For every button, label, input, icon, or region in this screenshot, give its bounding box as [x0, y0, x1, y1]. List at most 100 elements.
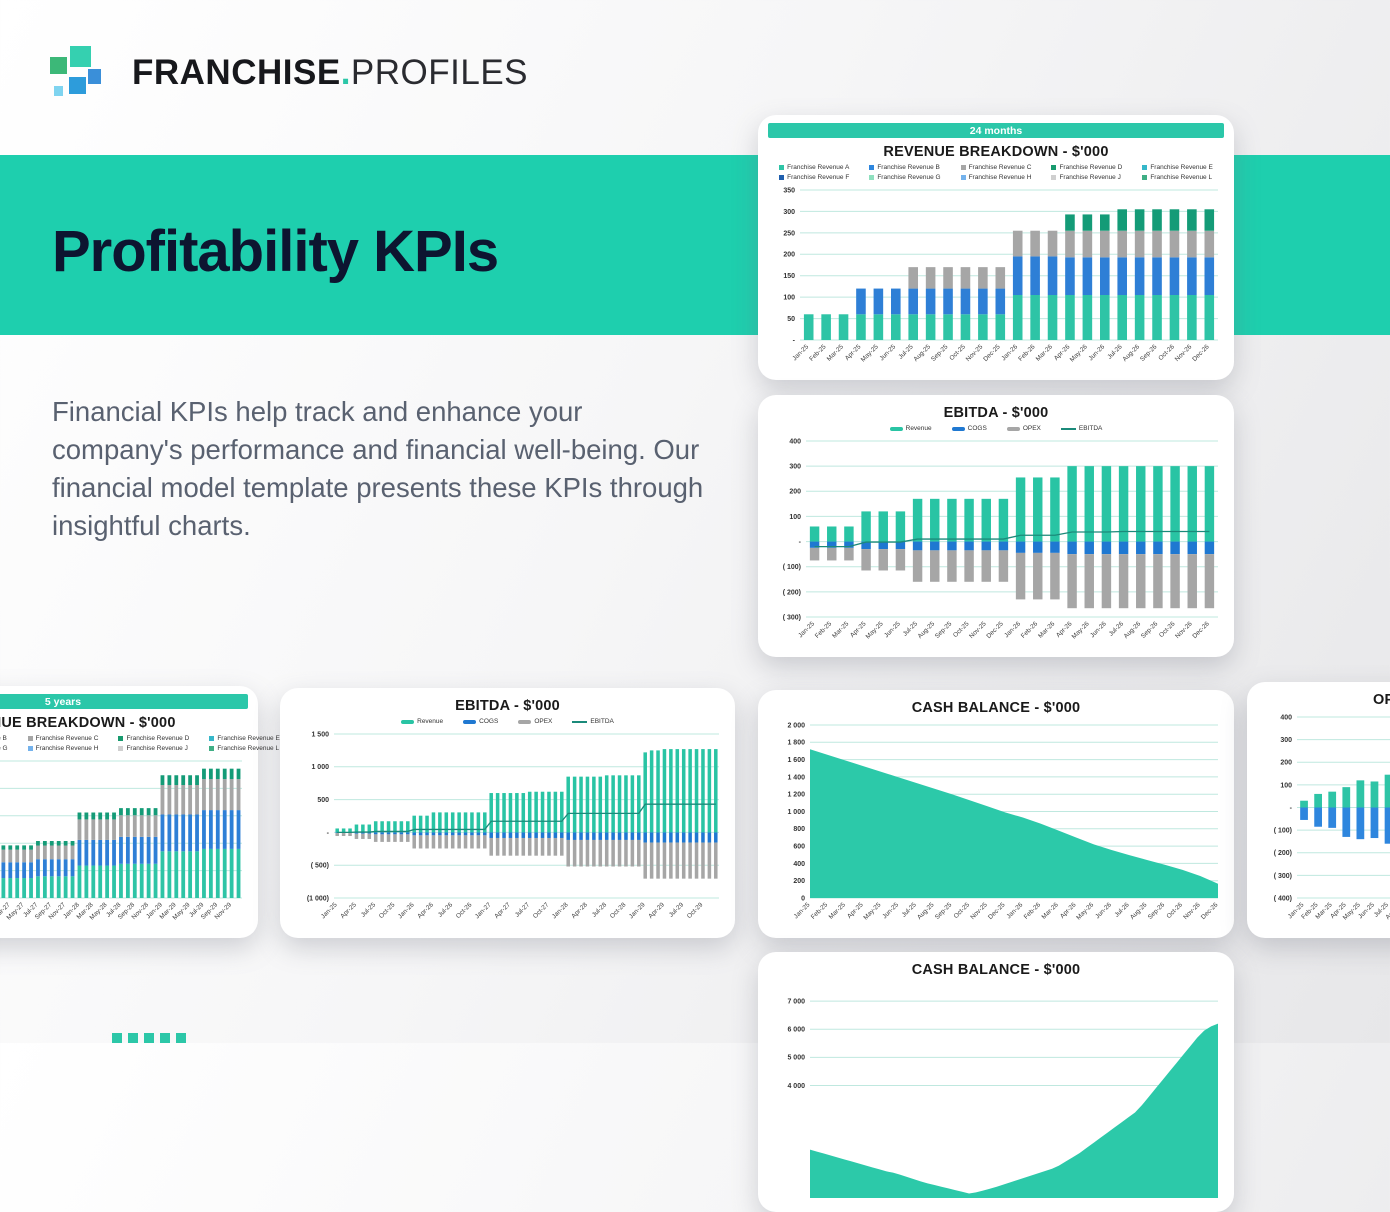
- legend-swatch: [960, 165, 966, 170]
- svg-text:Jan-25: Jan-25: [797, 620, 816, 639]
- svg-text:Nov-25: Nov-25: [968, 620, 988, 640]
- svg-text:( 200): ( 200): [1274, 850, 1292, 857]
- legend-swatch: [1060, 427, 1076, 430]
- svg-text:Oct-26: Oct-26: [455, 901, 474, 920]
- legend-swatch: [518, 719, 532, 724]
- svg-text:0: 0: [801, 895, 805, 902]
- svg-text:Apr-26: Apr-26: [416, 901, 435, 920]
- svg-text:May-25: May-25: [860, 343, 880, 363]
- chart-title-ebitda-24m: EBITDA - $'000: [943, 405, 1049, 421]
- svg-text:Mar-25: Mar-25: [826, 343, 846, 363]
- svg-text:Jun-25: Jun-25: [1357, 901, 1376, 920]
- svg-text:50: 50: [787, 316, 795, 323]
- svg-text:Feb-25: Feb-25: [814, 620, 834, 640]
- svg-text:Jan-26: Jan-26: [397, 901, 416, 920]
- revenue-breakdown-5y-chart: Jan-26Mar-26May-26Jul-26Sep-26Nov-26Jan-…: [0, 755, 250, 932]
- svg-text:Dec-26: Dec-26: [1200, 901, 1220, 921]
- svg-text:4 000: 4 000: [787, 1083, 805, 1090]
- legend-item: Franchise Revenue J: [118, 745, 189, 752]
- period-badge-5-years: 5 years: [0, 694, 248, 709]
- svg-text:Jul-25: Jul-25: [360, 901, 378, 919]
- legend-swatch: [869, 175, 875, 180]
- legend-swatch: [463, 719, 477, 724]
- svg-text:1 000: 1 000: [311, 764, 329, 771]
- svg-text:Sep-25: Sep-25: [930, 343, 950, 363]
- legend-swatch: [869, 165, 875, 170]
- svg-text:Dec-26: Dec-26: [1191, 620, 1211, 640]
- svg-text:Dec-26: Dec-26: [1191, 343, 1211, 363]
- svg-text:( 200): ( 200): [783, 589, 801, 596]
- decorative-dots: [112, 1033, 186, 1043]
- legend-swatch: [1006, 426, 1020, 431]
- svg-text:Nov-26: Nov-26: [1174, 343, 1194, 363]
- legend-swatch: [1142, 175, 1148, 180]
- svg-text:Feb-26: Feb-26: [1017, 343, 1037, 363]
- svg-text:1 400: 1 400: [787, 774, 805, 781]
- svg-text:Nov-26: Nov-26: [1174, 620, 1194, 640]
- legend-swatch: [572, 720, 588, 723]
- legend-item: Revenue: [889, 425, 932, 432]
- revenue-breakdown-24m-card: 24 months REVENUE BREAKDOWN - $'000 Fran…: [758, 115, 1234, 380]
- svg-text:1 600: 1 600: [787, 757, 805, 764]
- legend-item: Franchise Revenue E: [1142, 164, 1213, 171]
- legend-swatch: [1051, 175, 1057, 180]
- svg-text:Dec-25: Dec-25: [985, 620, 1005, 640]
- svg-text:-: -: [793, 337, 796, 344]
- svg-text:( 100): ( 100): [783, 564, 801, 571]
- svg-text:May-25: May-25: [862, 901, 882, 921]
- ope-card-cut: OPE 400 300 200 100 - ( 100) ( 200) ( 300) ( 400…: [1247, 682, 1390, 938]
- svg-text:Apr-25: Apr-25: [339, 901, 358, 920]
- svg-text:Jul-26: Jul-26: [437, 901, 455, 919]
- legend-swatch: [951, 426, 965, 431]
- svg-text:Jul-29: Jul-29: [668, 901, 686, 919]
- svg-text:400: 400: [789, 438, 801, 445]
- chart-legend: Revenue COGS OPEX EBITDA: [766, 425, 1226, 432]
- svg-text:Oct-29: Oct-29: [686, 901, 705, 920]
- svg-text:300: 300: [789, 464, 801, 471]
- svg-text:Mar-25: Mar-25: [831, 620, 851, 640]
- svg-text:May-26: May-26: [1069, 343, 1089, 363]
- legend-item: Franchise Revenue G: [0, 745, 8, 752]
- svg-text:Dec-25: Dec-25: [987, 901, 1007, 921]
- intro-paragraph: Financial KPIs help track and enhance yo…: [52, 396, 704, 541]
- chart-title-revenue-breakdown-24m: REVENUE BREAKDOWN - $'000: [883, 144, 1109, 160]
- svg-text:Aug-25: Aug-25: [916, 901, 936, 921]
- ebitda-24m-chart: 400 300 200 100-( 100)( 200)( 300) Jan-25 Feb…: [766, 435, 1226, 651]
- svg-text:May-25: May-25: [865, 620, 885, 640]
- legend-swatch: [779, 175, 785, 180]
- legend-item: Franchise Revenue D: [1051, 164, 1122, 171]
- revenue-breakdown-24m-chart: 350 300 250 200 150 100 50 - Jan-25 Feb-25 Mar-25 A…: [766, 184, 1226, 374]
- svg-text:Aug-25: Aug-25: [917, 620, 937, 640]
- svg-text:Dec-25: Dec-25: [982, 343, 1002, 363]
- chart-title-cash-balance-24m: CASH BALANCE - $'000: [911, 700, 1081, 716]
- svg-text:600: 600: [793, 844, 805, 851]
- svg-text:Mar-26: Mar-26: [1040, 901, 1060, 921]
- svg-text:Aug-25: Aug-25: [913, 343, 933, 363]
- legend-item: Revenue: [401, 718, 443, 725]
- cash-balance-5y-card: CASH BALANCE - $'000 7 000 6 000 5 000 4 00…: [758, 952, 1234, 1212]
- svg-text:( 300): ( 300): [783, 614, 801, 621]
- svg-text:( 300): ( 300): [1274, 873, 1292, 880]
- svg-text:Jun-26: Jun-26: [1087, 343, 1106, 362]
- legend-swatch: [401, 719, 415, 724]
- legend-item: Franchise Revenue E: [209, 735, 280, 742]
- svg-text:200: 200: [793, 878, 805, 885]
- chart-title-cash-balance-5y: CASH BALANCE - $'000: [911, 962, 1081, 978]
- svg-text:Sep-25: Sep-25: [934, 901, 954, 921]
- svg-text:Oct-26: Oct-26: [1157, 343, 1176, 362]
- cash-balance-5y-chart: 7 000 6 000 5 000 4 000: [766, 981, 1226, 1206]
- legend-item: Franchise Revenue G: [869, 174, 941, 181]
- chart-title-ebitda-5y: EBITDA - $'000: [455, 698, 560, 714]
- svg-text:Mar-25: Mar-25: [828, 901, 848, 921]
- legend-swatch: [889, 426, 903, 431]
- svg-text:Oct-25: Oct-25: [378, 901, 397, 920]
- svg-text:Jan-29: Jan-29: [628, 901, 647, 920]
- svg-text:May-26: May-26: [1071, 620, 1091, 640]
- svg-text:Jan-26: Jan-26: [1003, 620, 1022, 639]
- svg-text:Nov-26: Nov-26: [1182, 901, 1202, 921]
- legend-swatch: [960, 175, 966, 180]
- svg-text:Apr-28: Apr-28: [570, 901, 589, 920]
- svg-text:300: 300: [783, 209, 795, 216]
- svg-text:100: 100: [1280, 782, 1292, 789]
